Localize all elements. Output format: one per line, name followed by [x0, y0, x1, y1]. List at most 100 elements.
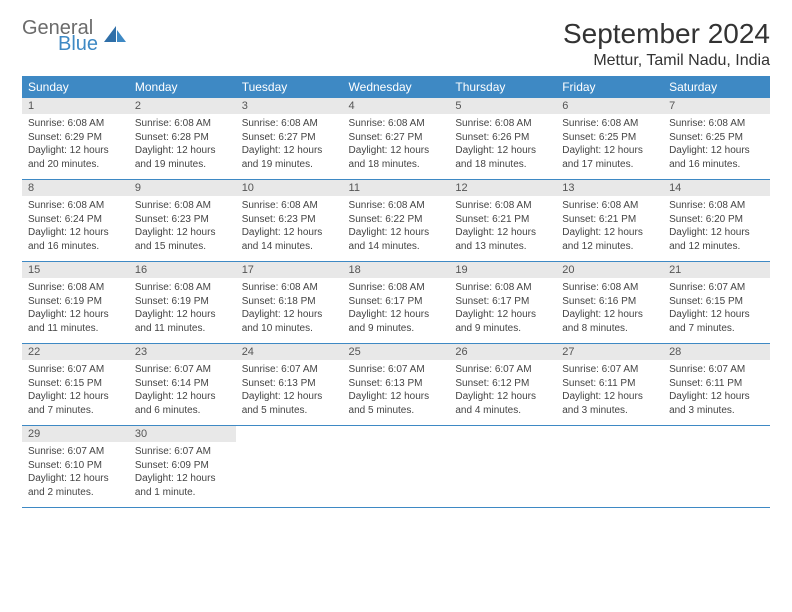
day-day2: and 9 minutes. [455, 322, 550, 336]
day-sunset: Sunset: 6:15 PM [28, 377, 123, 391]
day-sunrise: Sunrise: 6:08 AM [135, 199, 230, 213]
day-sunset: Sunset: 6:26 PM [455, 131, 550, 145]
day-sunrise: Sunrise: 6:07 AM [669, 281, 764, 295]
day-number: 25 [343, 344, 450, 360]
day-body: Sunrise: 6:08 AMSunset: 6:19 PMDaylight:… [129, 278, 236, 343]
day-day1: Daylight: 12 hours [349, 144, 444, 158]
day-sunrise: Sunrise: 6:07 AM [135, 363, 230, 377]
dayhead-fri: Friday [556, 76, 663, 98]
day-body: Sunrise: 6:07 AMSunset: 6:15 PMDaylight:… [663, 278, 770, 343]
day-day1: Daylight: 12 hours [455, 308, 550, 322]
day-sunset: Sunset: 6:23 PM [135, 213, 230, 227]
day-body: Sunrise: 6:08 AMSunset: 6:25 PMDaylight:… [556, 114, 663, 179]
day-number: 9 [129, 180, 236, 196]
week-row: 8Sunrise: 6:08 AMSunset: 6:24 PMDaylight… [22, 180, 770, 262]
day-cell: 5 Sunrise: 6:08 AMSunset: 6:26 PMDaylight… [449, 98, 556, 180]
day-sunset: Sunset: 6:14 PM [135, 377, 230, 391]
day-day2: and 7 minutes. [669, 322, 764, 336]
day-number: 11 [343, 180, 450, 196]
day-sunrise: Sunrise: 6:08 AM [349, 117, 444, 131]
day-body: Sunrise: 6:07 AMSunset: 6:13 PMDaylight:… [343, 360, 450, 425]
day-cell: 7Sunrise: 6:08 AMSunset: 6:25 PMDaylight… [663, 98, 770, 180]
day-cell: 29Sunrise: 6:07 AMSunset: 6:10 PMDayligh… [22, 426, 129, 508]
day-body: Sunrise: 6:08 AMSunset: 6:27 PMDaylight:… [343, 114, 450, 179]
day-sunrise: Sunrise: 6:08 AM [455, 117, 550, 131]
day-day2: and 7 minutes. [28, 404, 123, 418]
day-sunset: Sunset: 6:28 PM [135, 131, 230, 145]
day-number: 7 [663, 98, 770, 114]
day-sunset: Sunset: 6:22 PM [349, 213, 444, 227]
week-row: 1Sunrise: 6:08 AMSunset: 6:29 PMDaylight… [22, 98, 770, 180]
day-day1: Daylight: 12 hours [28, 226, 123, 240]
day-day2: and 18 minutes. [349, 158, 444, 172]
day-body: Sunrise: 6:07 AMSunset: 6:14 PMDaylight:… [129, 360, 236, 425]
day-body: Sunrise: 6:08 AMSunset: 6:25 PMDaylight:… [663, 114, 770, 179]
day-day2: and 16 minutes. [669, 158, 764, 172]
day-day2: and 11 minutes. [135, 322, 230, 336]
day-day2: and 4 minutes. [455, 404, 550, 418]
day-sunrise: Sunrise: 6:08 AM [28, 199, 123, 213]
day-number: 27 [556, 344, 663, 360]
day-cell: 4Sunrise: 6:08 AMSunset: 6:27 PMDaylight… [343, 98, 450, 180]
day-cell: 10Sunrise: 6:08 AMSunset: 6:23 PMDayligh… [236, 180, 343, 262]
day-sunset: Sunset: 6:17 PM [455, 295, 550, 309]
day-sunset: Sunset: 6:23 PM [242, 213, 337, 227]
day-sunrise: Sunrise: 6:08 AM [562, 199, 657, 213]
day-body: Sunrise: 6:08 AMSunset: 6:18 PMDaylight:… [236, 278, 343, 343]
day-day1: Daylight: 12 hours [455, 144, 550, 158]
day-body: Sunrise: 6:08 AMSunset: 6:23 PMDaylight:… [129, 196, 236, 261]
day-cell: 28Sunrise: 6:07 AMSunset: 6:11 PMDayligh… [663, 344, 770, 426]
day-cell [663, 426, 770, 508]
day-day1: Daylight: 12 hours [28, 144, 123, 158]
day-sunrise: Sunrise: 6:08 AM [135, 117, 230, 131]
day-cell: 21Sunrise: 6:07 AMSunset: 6:15 PMDayligh… [663, 262, 770, 344]
day-day2: and 5 minutes. [242, 404, 337, 418]
day-number: 12 [449, 180, 556, 196]
day-sunrise: Sunrise: 6:08 AM [562, 117, 657, 131]
day-sunrise: Sunrise: 6:08 AM [669, 199, 764, 213]
day-day2: and 12 minutes. [669, 240, 764, 254]
day-number: 17 [236, 262, 343, 278]
month-title: September 2024 [563, 18, 770, 50]
day-cell [556, 426, 663, 508]
dayhead-sat: Saturday [663, 76, 770, 98]
day-sunrise: Sunrise: 6:08 AM [28, 281, 123, 295]
day-number: 24 [236, 344, 343, 360]
day-day2: and 5 minutes. [349, 404, 444, 418]
day-number: 26 [449, 344, 556, 360]
day-sunrise: Sunrise: 6:08 AM [28, 117, 123, 131]
day-day2: and 15 minutes. [135, 240, 230, 254]
day-cell [343, 426, 450, 508]
day-body: Sunrise: 6:08 AMSunset: 6:21 PMDaylight:… [556, 196, 663, 261]
day-cell: 26Sunrise: 6:07 AMSunset: 6:12 PMDayligh… [449, 344, 556, 426]
day-number: 5 [449, 98, 556, 114]
day-day1: Daylight: 12 hours [669, 390, 764, 404]
day-day2: and 18 minutes. [455, 158, 550, 172]
day-sunset: Sunset: 6:27 PM [349, 131, 444, 145]
day-day2: and 9 minutes. [349, 322, 444, 336]
day-cell: 11Sunrise: 6:08 AMSunset: 6:22 PMDayligh… [343, 180, 450, 262]
day-body: Sunrise: 6:08 AMSunset: 6:28 PMDaylight:… [129, 114, 236, 179]
day-day1: Daylight: 12 hours [135, 226, 230, 240]
day-day1: Daylight: 12 hours [242, 390, 337, 404]
day-cell [236, 426, 343, 508]
day-day1: Daylight: 12 hours [669, 144, 764, 158]
calendar-table: Sunday Monday Tuesday Wednesday Thursday… [22, 76, 770, 508]
day-sunset: Sunset: 6:25 PM [562, 131, 657, 145]
day-number: 19 [449, 262, 556, 278]
day-cell: 23Sunrise: 6:07 AMSunset: 6:14 PMDayligh… [129, 344, 236, 426]
header: General Blue September 2024 Mettur, Tami… [22, 18, 770, 70]
day-day1: Daylight: 12 hours [669, 308, 764, 322]
day-body: Sunrise: 6:08 AMSunset: 6:17 PMDaylight:… [343, 278, 450, 343]
day-body: Sunrise: 6:07 AMSunset: 6:12 PMDaylight:… [449, 360, 556, 425]
day-body: Sunrise: 6:08 AMSunset: 6:29 PMDaylight:… [22, 114, 129, 179]
day-cell: 9Sunrise: 6:08 AMSunset: 6:23 PMDaylight… [129, 180, 236, 262]
day-sunset: Sunset: 6:09 PM [135, 459, 230, 473]
day-cell: 17Sunrise: 6:08 AMSunset: 6:18 PMDayligh… [236, 262, 343, 344]
day-body: Sunrise: 6:08 AMSunset: 6:16 PMDaylight:… [556, 278, 663, 343]
day-sunrise: Sunrise: 6:07 AM [242, 363, 337, 377]
day-day1: Daylight: 12 hours [455, 226, 550, 240]
day-day2: and 20 minutes. [28, 158, 123, 172]
day-cell: 3Sunrise: 6:08 AMSunset: 6:27 PMDaylight… [236, 98, 343, 180]
dayhead-thu: Thursday [449, 76, 556, 98]
